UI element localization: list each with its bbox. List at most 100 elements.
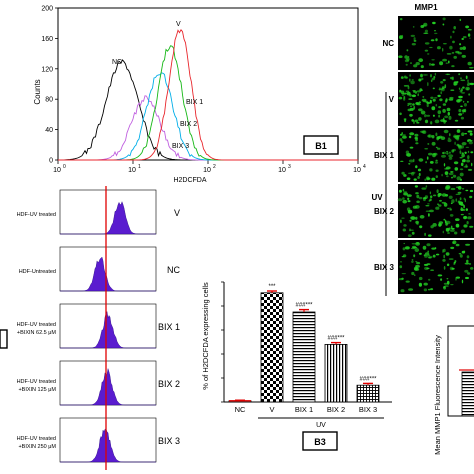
mmp1-cell <box>429 99 432 104</box>
mmp1-cell <box>442 151 447 155</box>
mmp1-cell <box>410 216 416 221</box>
mmp1-cell <box>459 157 463 159</box>
mmp1-cell <box>406 207 411 211</box>
b3-bar-bix2 <box>324 343 348 403</box>
mmp1-cell <box>409 228 411 232</box>
b1-x-tick-label: 10 <box>53 167 61 174</box>
mmp1-cell <box>467 150 470 154</box>
mmp1-cell <box>415 142 419 145</box>
mmp1-cell <box>434 161 439 164</box>
mmp1-cell <box>441 86 445 90</box>
mmp1-cell <box>413 64 418 68</box>
mmp1-cell <box>444 115 449 119</box>
mmp1-cell <box>446 263 450 267</box>
mmp1-cell <box>410 105 412 108</box>
mmp1-cell <box>462 86 465 89</box>
mmp1-cell <box>432 254 436 258</box>
mmp1-cell <box>431 135 435 139</box>
mmp1-cell <box>464 269 469 273</box>
b1-y-tick-label: 80 <box>45 97 53 104</box>
mmp1-cell <box>429 191 432 195</box>
b2-sample-label: HDF-Untreated <box>19 269 56 275</box>
mmp1-cell <box>453 261 456 264</box>
mmp1-cell <box>443 120 447 123</box>
mmp1-cell <box>468 93 471 96</box>
mmp1-cell <box>402 92 407 95</box>
b2-row: HDF-Untreated NC <box>19 246 180 292</box>
mmp1-cell <box>412 205 417 209</box>
mmp1-cell <box>465 86 470 91</box>
mmp1-cell <box>420 89 424 91</box>
mmp1-cell <box>413 37 416 41</box>
mmp1-cell <box>462 46 467 50</box>
mmp1-cell <box>411 79 414 81</box>
mmp1-cell <box>439 61 444 66</box>
mmp1-cell <box>432 87 435 90</box>
mmp1-cell <box>463 216 467 220</box>
mmp1-cell <box>424 266 429 271</box>
mmp1-cell <box>469 67 474 69</box>
mmp1-cell <box>447 111 450 116</box>
mmp1-cell <box>408 98 413 100</box>
b1-x-tick-exponent: 3 <box>288 164 291 170</box>
mmp1-cell <box>403 192 408 196</box>
mmp1-row-label: V <box>389 95 395 104</box>
mmp1-cell <box>429 198 432 202</box>
mmp1-cell <box>435 103 438 107</box>
mmp1-cell <box>453 55 458 59</box>
mmp1-cell <box>455 223 460 228</box>
b1-x-tick-exponent: 0 <box>63 164 66 170</box>
mmp1-cell <box>446 280 450 285</box>
mmp1-cell <box>467 139 472 142</box>
mmp1-cell <box>449 207 451 211</box>
mmp1-cell <box>424 255 428 258</box>
mmp1-cell <box>428 255 433 259</box>
mmp1-cell <box>415 216 418 220</box>
mmp1-cell <box>403 242 405 245</box>
mmp1-cell <box>465 243 471 246</box>
mmp1-cell <box>402 199 408 204</box>
mmp1-cell <box>428 152 433 156</box>
mmp1-cell <box>428 234 432 237</box>
mmp1-cell <box>449 133 451 137</box>
mmp1-cell <box>424 42 430 45</box>
mmp1-cell <box>459 18 462 22</box>
mmp1-cell <box>402 188 405 192</box>
mmp1-cell <box>400 289 405 293</box>
mmp1-cell <box>455 193 461 195</box>
mmp1-cell <box>435 175 438 179</box>
mmp1-cell <box>442 58 447 62</box>
mmp1-cell <box>420 65 424 69</box>
mmp1-row-label: BIX 2 <box>374 207 395 216</box>
mmp1-cell <box>408 135 412 139</box>
mmp1-cell <box>409 146 414 149</box>
mmp1-cell <box>399 89 402 92</box>
mmp1-cell <box>453 26 457 30</box>
mmp1-cell <box>414 248 420 252</box>
mmp1-cell <box>437 203 439 205</box>
mmp1-cell <box>409 74 411 77</box>
b2-histogram-fill <box>60 368 156 406</box>
mmp1-cell <box>415 220 419 224</box>
mmp1-cell <box>427 250 430 253</box>
mmp1-cell <box>432 114 435 117</box>
mmp1-cell <box>460 79 466 82</box>
mmp1-cell <box>457 191 462 194</box>
b3-bar-bix3 <box>356 384 380 403</box>
b2-group-label: BIX 2 <box>158 379 180 389</box>
mmp1-cell <box>439 199 442 202</box>
b1-curve-label-bix1: BIX 1 <box>186 99 203 106</box>
b2-row: HDF-UV treated +BIXIN 62.5 μM BIX 1 <box>17 303 180 349</box>
mmp1-cell <box>429 46 433 49</box>
mmp1-cell <box>445 220 451 225</box>
mmp1-cell <box>426 114 431 117</box>
mmp1-cell <box>402 228 406 232</box>
mmp1-cell <box>446 107 451 112</box>
mmp1-uv-label: UV <box>371 193 383 202</box>
mmp1-cell <box>429 161 434 164</box>
mmp1-bar-y-label: Mean MMP1 Fluorescence Intensity <box>433 335 442 455</box>
mmp1-cell <box>467 100 469 103</box>
mmp1-cell <box>461 142 467 146</box>
mmp1-cell <box>434 30 436 32</box>
mmp1-cell <box>408 288 414 291</box>
